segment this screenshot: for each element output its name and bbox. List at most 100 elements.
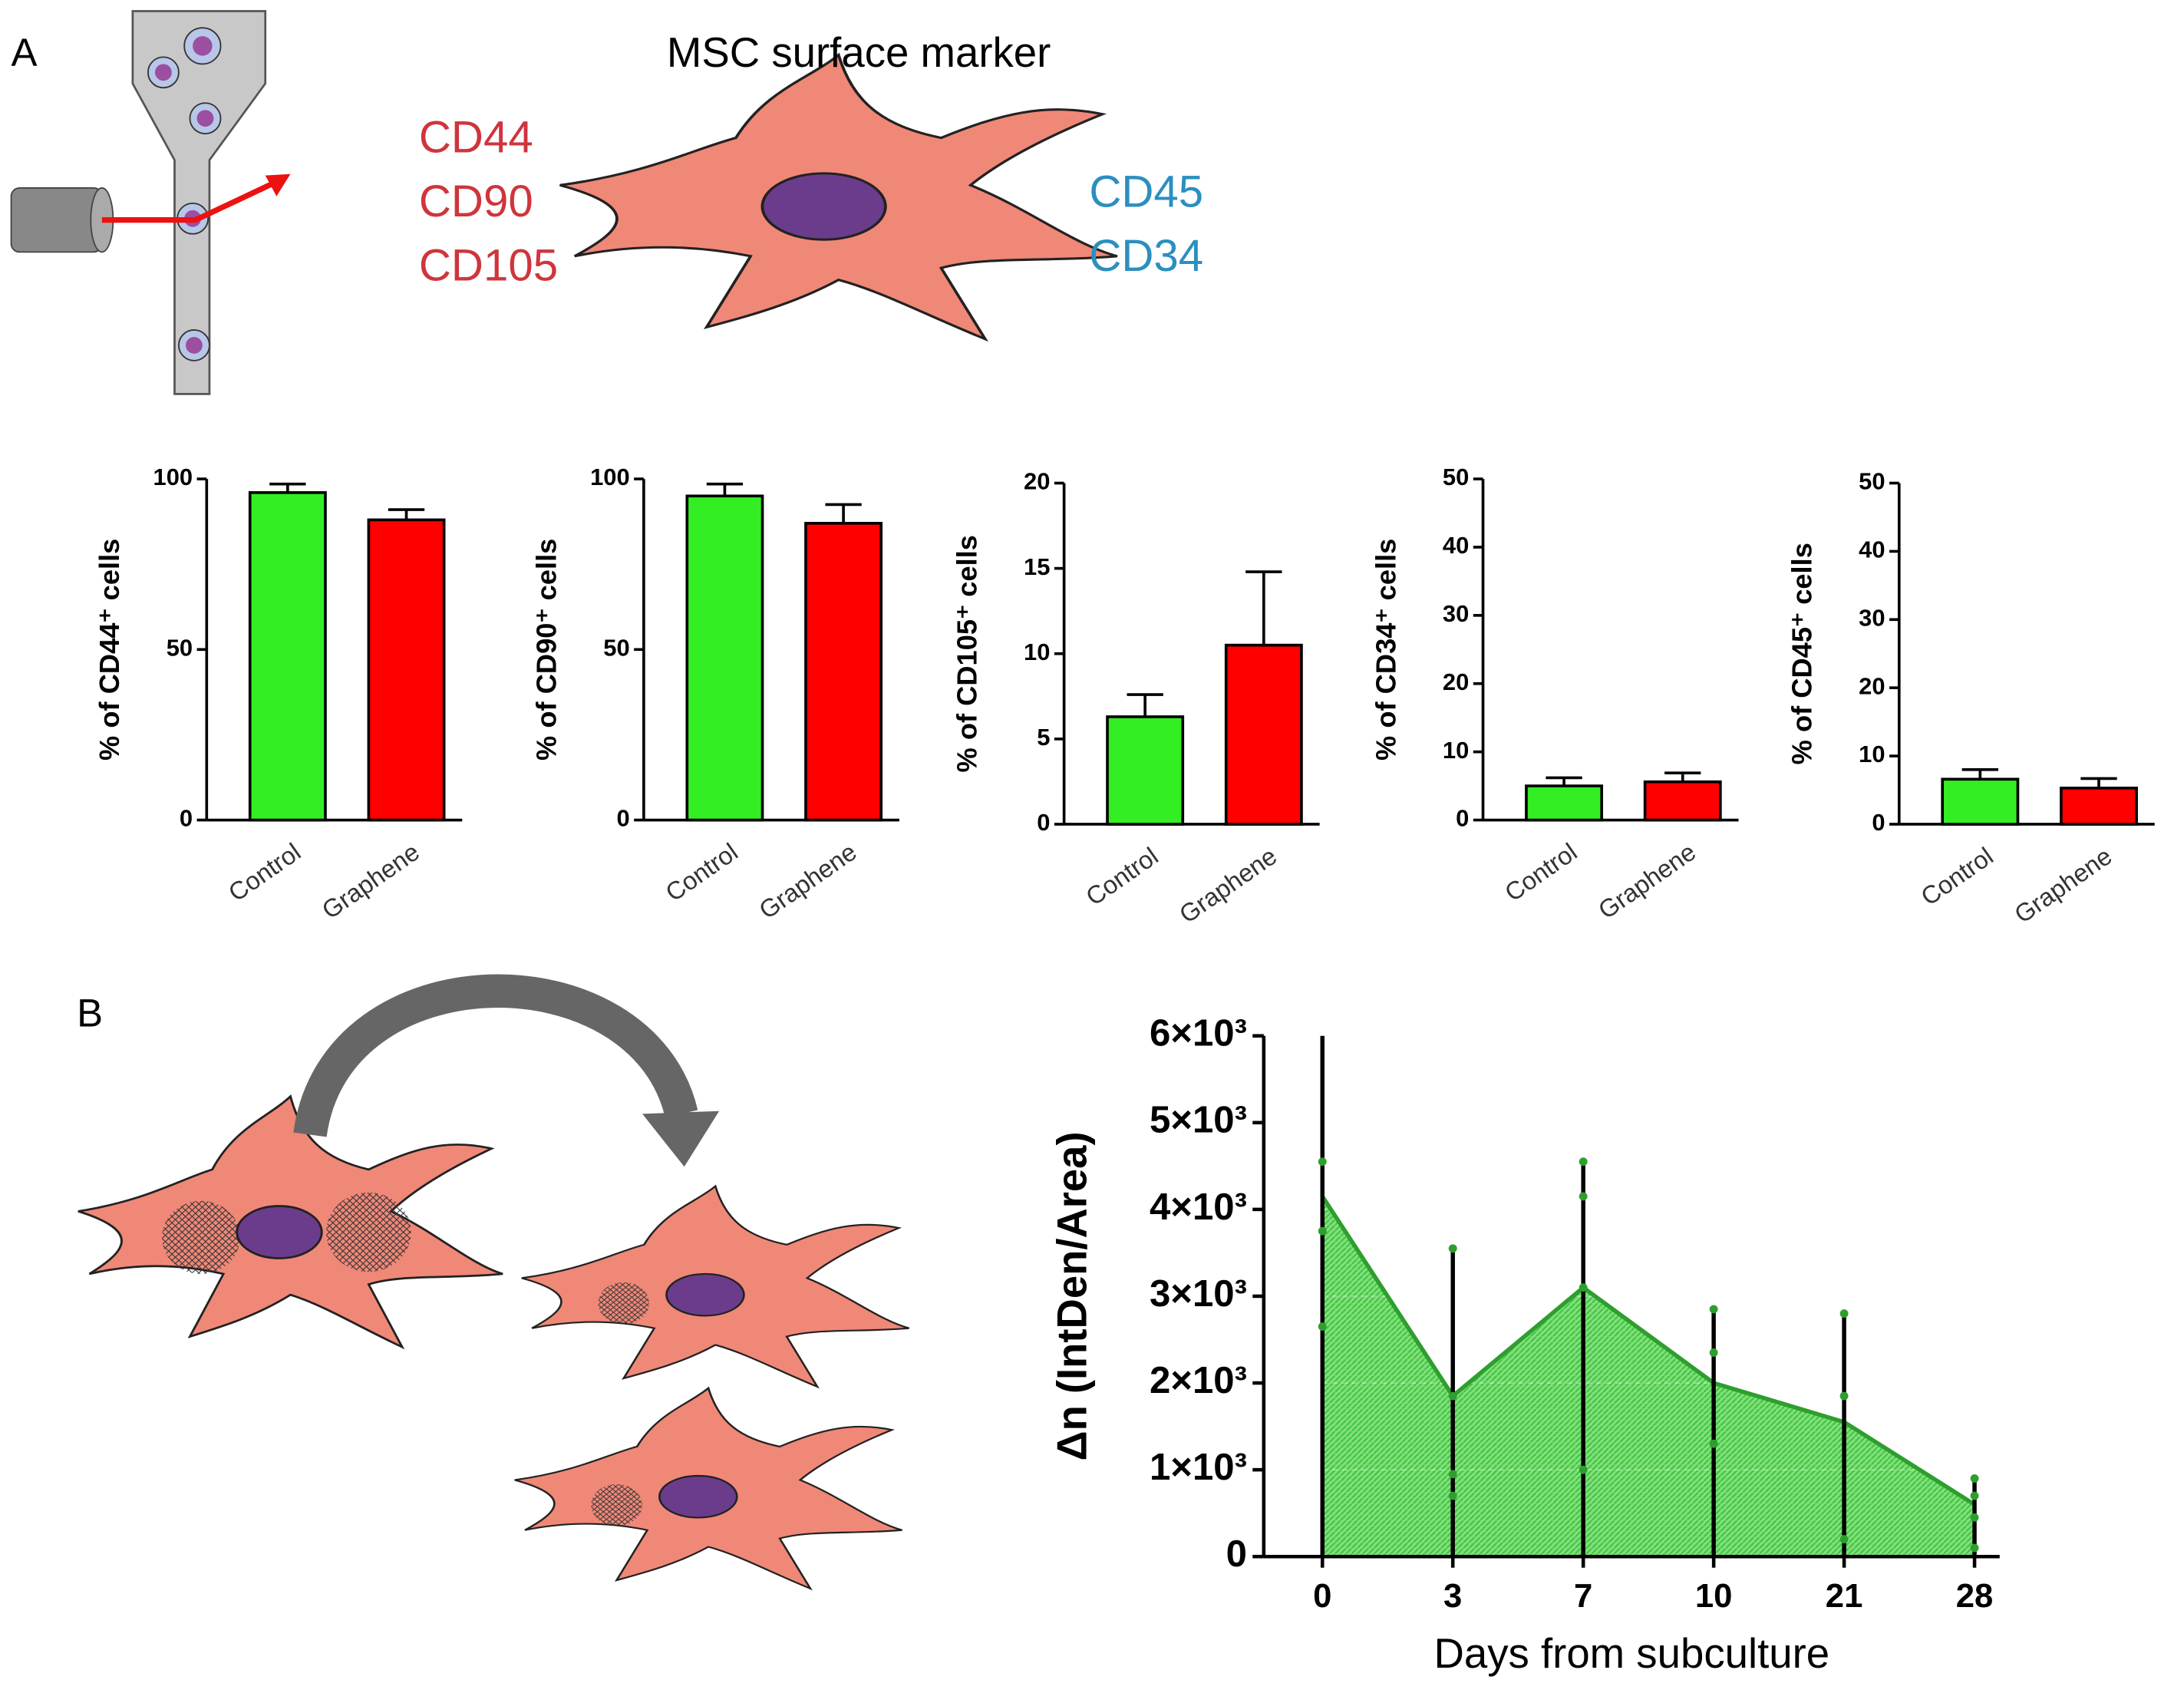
error-bar: [2080, 777, 2117, 788]
y-tick-label: 40: [1443, 532, 1469, 559]
y-tick-label: 0: [1456, 805, 1469, 832]
x-tick-label: 3: [1443, 1578, 1462, 1615]
bar: [2060, 787, 2138, 826]
data-point: [1448, 1244, 1457, 1253]
x-tick-label: Graphene: [1593, 837, 1701, 925]
data-point: [1318, 1157, 1327, 1167]
error-bar: [388, 508, 425, 520]
bar: [804, 522, 883, 822]
error-bar: [1245, 570, 1282, 645]
panel-label: B: [77, 992, 103, 1035]
y-tick-label: 15: [1024, 553, 1050, 580]
y-tick-label: 20: [1024, 468, 1050, 495]
error-bar: [1664, 771, 1701, 782]
data-point: [1970, 1474, 1979, 1483]
y-tick-label: 20: [1443, 668, 1469, 695]
y-tick-label: 0: [1872, 809, 1885, 836]
bar: [1643, 780, 1722, 822]
x-tick-label: Control: [1915, 841, 1998, 911]
error-bar: [825, 503, 862, 523]
y-tick-label: 100: [153, 464, 193, 490]
data-point: [1579, 1157, 1588, 1167]
x-axis-label: Days from subculture: [1433, 1630, 1829, 1677]
bar: [248, 491, 327, 822]
y-tick-label: 0: [180, 805, 193, 832]
y-tick-label: 50: [603, 634, 629, 661]
y-tick-label: 30: [1859, 604, 1885, 631]
x-tick-label: Control: [223, 837, 306, 907]
y-tick-label: 40: [1859, 536, 1885, 563]
data-point: [1448, 1491, 1457, 1500]
y-axis-label: Δn (IntDen/Area): [1049, 1131, 1096, 1460]
daughter-cell: [520, 1185, 910, 1388]
error-bar: [1546, 776, 1582, 787]
graphene-cell: [77, 1095, 504, 1348]
y-tick-label: 4×10³: [1150, 1186, 1247, 1228]
y-tick-label: 5: [1037, 724, 1050, 751]
y-tick-label: 20: [1859, 672, 1885, 699]
y-axis-label: % of CD34⁺ cells: [1370, 539, 1401, 761]
panel-label: A: [12, 31, 38, 74]
bar: [1106, 715, 1185, 826]
x-tick-label: Control: [660, 837, 743, 907]
y-tick-label: 6×10³: [1150, 1013, 1247, 1054]
data-point: [1448, 1391, 1457, 1401]
y-tick-label: 50: [167, 634, 193, 661]
x-tick-label: Control: [1499, 837, 1582, 907]
y-tick-label: 0: [616, 805, 629, 832]
x-tick-label: 10: [1695, 1578, 1733, 1615]
illustration-title: MSC surface marker: [667, 29, 1051, 76]
daughter-cell: [513, 1387, 903, 1590]
x-tick-label: Control: [1080, 841, 1163, 911]
y-tick-label: 0: [1037, 809, 1050, 836]
y-axis-label: % of CD90⁺ cells: [531, 539, 562, 761]
y-tick-label: 5×10³: [1150, 1100, 1247, 1141]
data-point: [1579, 1465, 1588, 1474]
error-bar: [269, 482, 306, 493]
y-axis-label: % of CD105⁺ cells: [951, 535, 982, 772]
flow-schematic: [10, 10, 291, 395]
data-point: [1970, 1513, 1979, 1522]
bar: [1525, 784, 1604, 822]
transfer-arrow: [293, 974, 720, 1167]
positive-marker: CD105: [419, 241, 558, 291]
y-tick-label: 3×10³: [1150, 1273, 1247, 1315]
bar: [367, 518, 446, 822]
error-bar: [1127, 693, 1163, 717]
msc-cell: [558, 53, 1119, 341]
x-tick-label: 21: [1826, 1578, 1863, 1615]
negative-marker: CD34: [1089, 231, 1203, 281]
y-tick-label: 30: [1443, 600, 1469, 627]
data-point: [1709, 1305, 1718, 1314]
data-point: [1579, 1283, 1588, 1292]
x-tick-label: Graphene: [317, 837, 425, 925]
bar: [1941, 777, 2020, 826]
error-bar: [706, 482, 744, 497]
y-tick-label: 10: [1024, 639, 1050, 665]
bar: [685, 494, 764, 822]
data-point: [1579, 1192, 1588, 1201]
y-tick-label: 50: [1443, 464, 1469, 490]
bar: [1224, 643, 1303, 826]
x-tick-label: 0: [1313, 1578, 1331, 1615]
x-tick-label: 28: [1956, 1578, 1994, 1615]
data-point: [1318, 1322, 1327, 1331]
error-bar: [1961, 768, 1998, 780]
y-tick-label: 1×10³: [1150, 1447, 1247, 1488]
data-point: [1970, 1543, 1979, 1553]
negative-marker: CD45: [1089, 167, 1203, 216]
positive-marker: CD44: [419, 113, 533, 163]
y-tick-label: 50: [1859, 468, 1885, 495]
data-point: [1839, 1535, 1849, 1544]
y-tick-label: 10: [1859, 741, 1885, 767]
y-tick-label: 2×10³: [1150, 1360, 1247, 1401]
y-axis-label: % of CD45⁺ cells: [1786, 543, 1818, 764]
area: [1322, 1196, 1975, 1557]
y-tick-label: 100: [590, 464, 630, 490]
y-tick-label: 10: [1443, 737, 1469, 764]
data-point: [1839, 1309, 1849, 1318]
data-point: [1318, 1226, 1327, 1236]
data-point: [1709, 1439, 1718, 1448]
